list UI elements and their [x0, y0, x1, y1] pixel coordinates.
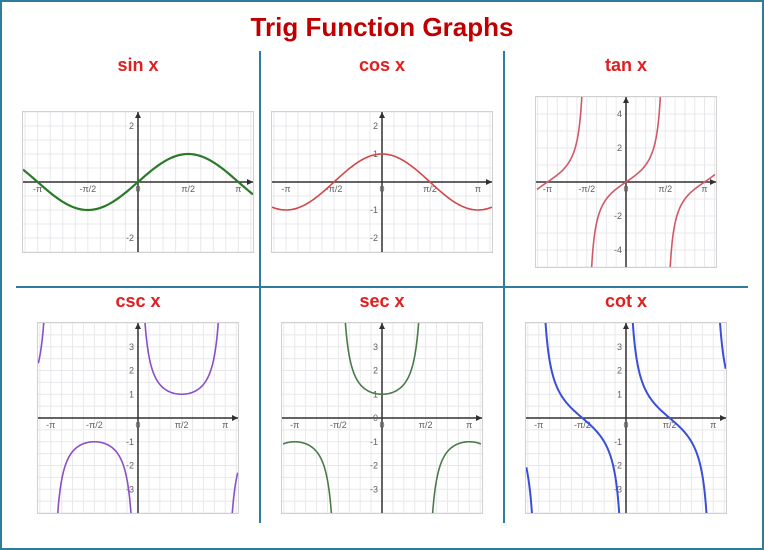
svg-text:0: 0	[623, 420, 628, 430]
plot-sec: -π-π/20π/2π3210-1-2-3	[266, 316, 498, 519]
svg-text:-2: -2	[614, 211, 622, 221]
svg-text:-1: -1	[614, 436, 622, 446]
svg-text:-π/2: -π/2	[330, 420, 347, 430]
svg-text:-1: -1	[126, 436, 134, 446]
horizontal-divider	[16, 286, 748, 288]
svg-text:π/2: π/2	[175, 420, 189, 430]
svg-text:-π/2: -π/2	[86, 420, 103, 430]
svg-text:2: 2	[129, 365, 134, 375]
svg-text:-π/2: -π/2	[326, 184, 343, 194]
svg-text:0: 0	[135, 420, 140, 430]
svg-text:-1: -1	[370, 205, 378, 215]
svg-text:-2: -2	[126, 460, 134, 470]
chart-title-cos: cos x	[359, 55, 405, 76]
cell-tan: tan x -π -π/2 0 π/2 π 4 2 -2 -4	[504, 51, 748, 287]
cell-csc: csc x -π -π/2 0 π/2 π 3 2 1 -1 -2 -3	[16, 287, 260, 523]
svg-text:2: 2	[617, 365, 622, 375]
svg-text:0: 0	[135, 184, 140, 194]
svg-text:-3: -3	[370, 484, 378, 494]
page-title: Trig Function Graphs	[16, 12, 748, 43]
plot-cos: -π-π/20π/2π21-1-2	[266, 80, 498, 283]
svg-text:0: 0	[379, 420, 384, 430]
svg-text:π: π	[710, 420, 716, 430]
svg-text:π: π	[235, 184, 241, 194]
svg-text:-π: -π	[290, 420, 299, 430]
plot-csc: -π -π/2 0 π/2 π 3 2 1 -1 -2 -3	[22, 316, 254, 519]
svg-text:-π: -π	[534, 420, 543, 430]
svg-text:0: 0	[379, 184, 384, 194]
plot-tan: -π -π/2 0 π/2 π 4 2 -2 -4	[510, 80, 742, 283]
svg-text:-2: -2	[370, 233, 378, 243]
svg-text:-2: -2	[370, 460, 378, 470]
svg-text:2: 2	[129, 121, 134, 131]
svg-text:-π: -π	[543, 184, 552, 194]
svg-text:π/2: π/2	[419, 420, 433, 430]
figure-container: Trig Function Graphs sin x -π-π/20π/2π2-…	[0, 0, 764, 550]
svg-text:-π/2: -π/2	[79, 184, 96, 194]
svg-text:1: 1	[617, 389, 622, 399]
chart-grid: sin x -π -π/2 0 π/2 π 2 -2 cos x -π -π/2 0 π/2 π 2 1…	[16, 51, 748, 523]
svg-text:-4: -4	[614, 245, 622, 255]
svg-text:-π: -π	[281, 184, 290, 194]
cell-sec: sec x -π-π/20π/2π3210-1-2-3	[260, 287, 504, 523]
svg-text:-2: -2	[126, 233, 134, 243]
svg-text:3: 3	[617, 341, 622, 351]
svg-text:0: 0	[623, 184, 628, 194]
cell-sin: sin x -π-π/20π/2π2-2	[16, 51, 260, 287]
chart-title-csc: csc x	[115, 291, 160, 312]
svg-text:-π/2: -π/2	[578, 184, 595, 194]
svg-text:2: 2	[373, 121, 378, 131]
svg-text:2: 2	[617, 143, 622, 153]
chart-title-tan: tan x	[605, 55, 647, 76]
svg-text:0: 0	[373, 413, 378, 423]
cell-cos: cos x -π-π/20π/2π21-1-2	[260, 51, 504, 287]
svg-text:-2: -2	[614, 460, 622, 470]
svg-text:2: 2	[373, 365, 378, 375]
svg-text:-π: -π	[46, 420, 55, 430]
chart-title-sec: sec x	[359, 291, 404, 312]
svg-text:-π/2: -π/2	[574, 420, 591, 430]
plot-sin: -π-π/20π/2π2-2	[22, 80, 254, 283]
svg-text:-1: -1	[370, 436, 378, 446]
svg-text:3: 3	[129, 341, 134, 351]
plot-cot: -π-π/20π/2π321-1-2-3	[510, 316, 742, 519]
svg-text:3: 3	[373, 341, 378, 351]
svg-text:π/2: π/2	[181, 184, 195, 194]
chart-title-sin: sin x	[117, 55, 158, 76]
svg-text:π: π	[222, 420, 228, 430]
svg-text:-3: -3	[126, 484, 134, 494]
svg-text:1: 1	[129, 389, 134, 399]
svg-text:4: 4	[617, 109, 622, 119]
svg-text:π: π	[466, 420, 472, 430]
svg-text:π: π	[475, 184, 481, 194]
svg-text:π: π	[701, 184, 707, 194]
chart-title-cot: cot x	[605, 291, 647, 312]
svg-text:π/2: π/2	[658, 184, 672, 194]
cell-cot: cot x -π-π/20π/2π321-1-2-3	[504, 287, 748, 523]
